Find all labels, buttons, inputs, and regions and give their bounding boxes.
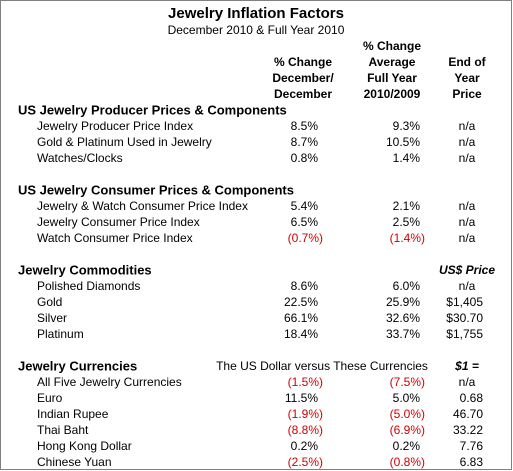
cell: 5.4% <box>291 199 319 213</box>
cell: $30.70 <box>446 311 483 325</box>
row-label: Gold <box>37 295 62 309</box>
cell: n/a <box>459 199 476 213</box>
price-label: US$ Price <box>439 263 495 277</box>
cell: 2.5% <box>393 215 421 229</box>
cell: (0.7%) <box>288 231 323 245</box>
row-label: Indian Rupee <box>37 407 109 421</box>
column-header: 2010/2009 <box>364 87 421 101</box>
column-header: % Change <box>274 55 332 69</box>
cell: 0.2% <box>393 439 421 453</box>
subtitle: December 2010 & Full Year 2010 <box>168 23 345 37</box>
row-label: Hong Kong Dollar <box>37 439 132 453</box>
column-header: December/ <box>272 71 334 85</box>
row-label: Chinese Yuan <box>37 455 112 469</box>
cell: n/a <box>459 151 476 165</box>
section-title: US Jewelry Consumer Prices & Components <box>18 182 294 197</box>
column-header: End of <box>448 55 486 69</box>
cell: (8.8%) <box>288 423 323 437</box>
cell: n/a <box>459 215 476 229</box>
cell: 6.0% <box>393 279 421 293</box>
cell: 18.4% <box>284 327 318 341</box>
cell: 0.68 <box>460 391 484 405</box>
cell: 6.5% <box>291 215 319 229</box>
row-label: Euro <box>37 391 63 405</box>
cell: 32.6% <box>386 311 420 325</box>
cell: (7.5%) <box>390 375 425 389</box>
row-label: Jewelry & Watch Consumer Price Index <box>37 199 248 213</box>
row-label: Gold & Platinum Used in Jewelry <box>37 135 212 149</box>
cell: 8.7% <box>291 135 319 149</box>
cell: (2.5%) <box>288 455 323 469</box>
column-header: Price <box>452 87 482 101</box>
cell: 9.3% <box>393 119 421 133</box>
column-header: % Change <box>363 39 421 53</box>
cell: 10.5% <box>386 135 420 149</box>
cell: 8.5% <box>291 119 319 133</box>
cell: $1,405 <box>446 295 483 309</box>
cell: 25.9% <box>386 295 420 309</box>
cell: 6.83 <box>460 455 484 469</box>
cell: 1.4% <box>393 151 421 165</box>
cell: n/a <box>459 375 476 389</box>
row-label: Silver <box>37 311 67 325</box>
cell: n/a <box>459 135 476 149</box>
cell: (6.9%) <box>390 423 425 437</box>
cell: (1.4%) <box>390 231 425 245</box>
cell: 0.8% <box>291 151 319 165</box>
cell: (1.5%) <box>288 375 323 389</box>
cell: (5.0%) <box>390 407 425 421</box>
row-label: All Five Jewelry Currencies <box>37 375 182 389</box>
cell: n/a <box>459 119 476 133</box>
row-label: Polished Diamonds <box>37 279 140 293</box>
cell: 33.22 <box>453 423 483 437</box>
cell: 5.0% <box>393 391 421 405</box>
cell: n/a <box>459 279 476 293</box>
title: Jewelry Inflation Factors <box>168 5 344 22</box>
cell: n/a <box>459 231 476 245</box>
row-label: Platinum <box>37 327 84 341</box>
column-header: Full Year <box>367 71 417 85</box>
cell: 22.5% <box>284 295 318 309</box>
column-header: December <box>274 87 332 101</box>
cell: 46.70 <box>453 407 483 421</box>
row-label: Thai Baht <box>37 423 89 437</box>
section-title: US Jewelry Producer Prices & Components <box>18 102 287 117</box>
price-label: $1 = <box>454 359 479 373</box>
cell: 8.6% <box>291 279 319 293</box>
cell: $1,755 <box>446 327 483 341</box>
row-label: Jewelry Producer Price Index <box>37 119 193 133</box>
cell: 66.1% <box>284 311 318 325</box>
cell: (1.9%) <box>288 407 323 421</box>
row-label: Watches/Clocks <box>37 151 123 165</box>
column-header: Average <box>369 55 416 69</box>
cell: 33.7% <box>386 327 420 341</box>
section-title: Jewelry Currencies <box>18 358 137 373</box>
column-header: Year <box>454 71 480 85</box>
section-title: Jewelry Commodities <box>18 262 152 277</box>
cell: 0.2% <box>291 439 319 453</box>
cell: 11.5% <box>285 391 318 405</box>
row-label: Jewelry Consumer Price Index <box>37 215 200 229</box>
cell: (0.8%) <box>390 455 425 469</box>
row-label: Watch Consumer Price Index <box>37 231 193 245</box>
section-note: The US Dollar versus These Currencies <box>216 359 428 373</box>
cell: 2.1% <box>393 199 421 213</box>
cell: 7.76 <box>460 439 484 453</box>
